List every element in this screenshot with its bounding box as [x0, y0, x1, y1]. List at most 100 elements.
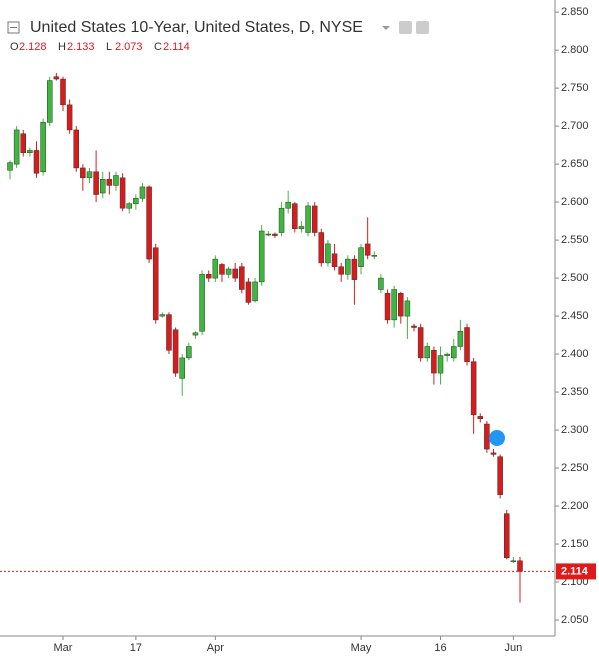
visibility-button[interactable] — [399, 21, 412, 34]
legend-key: H — [58, 41, 66, 53]
candle-body — [13, 129, 20, 165]
ohlc-legend: O 2.128 H 2.133 L 2.073 C 2.114 — [10, 41, 190, 53]
candle-body — [398, 293, 404, 317]
candle-body — [345, 258, 351, 275]
candle-body — [60, 78, 66, 106]
settings-button[interactable] — [416, 21, 429, 34]
legend-value: 2.133 — [67, 41, 95, 53]
candle-body — [40, 122, 46, 172]
candle-body — [73, 129, 79, 169]
candle-body — [444, 353, 450, 356]
candle-body — [152, 247, 159, 321]
candle-body — [258, 230, 265, 283]
candle-body — [139, 186, 146, 199]
chart-title: United States 10-Year, United States, D,… — [30, 19, 363, 36]
candle-body — [99, 179, 106, 194]
legend-value: 2.128 — [19, 41, 47, 53]
candle-body — [245, 281, 252, 303]
candle-body — [46, 80, 53, 123]
legend-key: O — [10, 41, 19, 53]
legend-key: L — [106, 41, 112, 53]
candle-body — [497, 456, 503, 495]
candle-body — [292, 203, 298, 229]
last-price-label: 2.114 — [561, 565, 589, 577]
candle-body — [371, 255, 378, 257]
candle-body — [20, 133, 26, 153]
candle-body — [225, 268, 232, 275]
y-tick-label: 2.650 — [561, 158, 589, 170]
candle-body — [285, 201, 291, 209]
x-tick-label: May — [351, 642, 372, 654]
candle-body — [384, 293, 391, 321]
candle-body — [93, 171, 99, 195]
candle-body — [133, 198, 139, 204]
x-tick-label: 17 — [130, 642, 142, 654]
candle-body — [113, 175, 119, 186]
candle-body — [504, 513, 510, 558]
y-tick-label: 2.250 — [561, 462, 589, 474]
y-tick-label: 2.550 — [561, 234, 589, 246]
candle-body — [378, 277, 384, 290]
candle-body — [298, 226, 305, 229]
candle-body — [338, 266, 344, 275]
candle-body — [272, 233, 278, 236]
candle-body — [517, 560, 523, 572]
candle-body — [146, 186, 152, 260]
candle-body — [305, 205, 311, 233]
candle-body — [7, 162, 13, 171]
candle-body — [172, 329, 179, 374]
y-tick-label: 2.300 — [561, 424, 589, 436]
candle-body — [364, 243, 371, 256]
candle-body — [212, 258, 219, 279]
candle-body — [27, 150, 33, 153]
event-marker — [489, 430, 505, 446]
candle-body — [470, 361, 477, 416]
candle-body — [192, 332, 199, 336]
candle-body — [311, 205, 318, 233]
candle-body — [431, 350, 437, 374]
candle-body — [126, 203, 132, 209]
candle-body — [451, 346, 457, 359]
candle-body — [391, 289, 397, 321]
candle-body — [404, 300, 411, 317]
legend-key: C — [154, 41, 162, 53]
x-tick-label: Jun — [505, 642, 523, 654]
candle-body — [53, 76, 60, 80]
candle-body — [265, 233, 272, 236]
last-price-tag — [556, 563, 596, 580]
y-tick-label: 2.500 — [561, 272, 589, 284]
dropdown-arrow[interactable] — [382, 26, 390, 30]
candle-body — [358, 247, 364, 267]
y-tick-label: 2.400 — [561, 348, 589, 360]
candle-body — [186, 346, 192, 359]
candle-body — [351, 258, 358, 280]
candle-body — [484, 423, 490, 450]
candle-body — [219, 264, 225, 275]
candle-body — [106, 179, 113, 186]
y-tick-label: 2.850 — [561, 6, 589, 18]
candle-body — [411, 325, 417, 328]
candle-body — [80, 167, 86, 179]
y-tick-label: 2.600 — [561, 196, 589, 208]
candle-body — [232, 268, 238, 279]
candle-body — [325, 243, 331, 264]
candle-body — [252, 281, 258, 302]
candle-body — [199, 274, 205, 332]
candle-body — [490, 452, 497, 455]
legend-value: 2.073 — [115, 41, 143, 53]
x-tick-label: Mar — [54, 642, 73, 654]
candle-body — [424, 346, 431, 359]
candle-body — [457, 331, 464, 347]
y-tick-label: 2.350 — [561, 386, 589, 398]
candle-body — [166, 314, 172, 351]
candle-body — [278, 207, 285, 233]
y-tick-label: 2.800 — [561, 44, 589, 56]
candle-body — [119, 177, 126, 209]
candle-body — [464, 327, 470, 362]
y-tick-label: 2.050 — [561, 614, 589, 626]
candle-body — [417, 327, 424, 359]
y-tick-label: 2.450 — [561, 310, 589, 322]
candle-body — [159, 314, 166, 317]
